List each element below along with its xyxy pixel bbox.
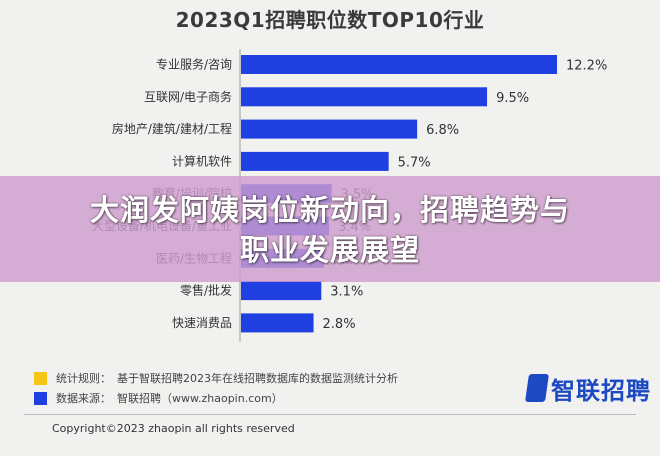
- overlay-line-1: 大润发阿姨岗位新动向，招聘趋势与: [89, 193, 570, 227]
- bar: [241, 55, 557, 74]
- category-label: 快速消费品: [172, 316, 232, 330]
- rule-swatch: [34, 371, 47, 385]
- overlay-line-2: 职业发展展望: [239, 233, 420, 267]
- category-label: 专业服务/咨询: [156, 57, 232, 72]
- note-source: 数据来源： 智联招聘（www.zhaopin.com）: [34, 388, 398, 408]
- title-overlay-band: [0, 176, 660, 282]
- bar-value-label: 12.2%: [566, 59, 607, 74]
- bar-value-label: 3.1%: [330, 285, 363, 300]
- brand-mark-icon: [525, 374, 549, 402]
- bar-value-label: 2.8%: [323, 317, 356, 332]
- brand-logo: 智联招聘: [525, 370, 651, 406]
- category-label: 房地产/建筑/建材/工程: [112, 121, 232, 136]
- brand-name: 智联招聘: [551, 376, 651, 405]
- source-swatch: [34, 391, 47, 405]
- category-label: 互联网/电子商务: [144, 89, 232, 104]
- bar-value-label: 9.5%: [496, 91, 529, 106]
- bar-value-label: 6.8%: [426, 123, 459, 138]
- chart-title: 2023Q1招聘职位数TOP10行业: [175, 8, 485, 32]
- bar: [241, 151, 389, 171]
- rule-label: 统计规则：: [56, 372, 111, 385]
- bar: [241, 87, 488, 107]
- category-label: 零售/批发: [180, 283, 232, 298]
- source-text: 智联招聘（www.zhaopin.com）: [117, 392, 283, 405]
- category-label: 计算机软件: [172, 153, 232, 168]
- source-label: 数据来源：: [56, 392, 111, 405]
- footer-divider: [24, 414, 636, 415]
- bar: [241, 281, 322, 301]
- copyright: Copyright©2023 zhaopin all rights reserv…: [52, 422, 295, 435]
- bar: [241, 119, 418, 139]
- overlay-headline: 大润发阿姨岗位新动向，招聘趋势与 职业发展展望: [30, 190, 630, 270]
- chart-notes: 统计规则： 基于智联招聘2023年在线招聘数据库的数据监测统计分析 数据来源： …: [34, 368, 398, 408]
- bar: [241, 313, 314, 333]
- bar-value-label: 5.7%: [398, 155, 431, 170]
- rule-text: 基于智联招聘2023年在线招聘数据库的数据监测统计分析: [117, 372, 398, 385]
- note-rule: 统计规则： 基于智联招聘2023年在线招聘数据库的数据监测统计分析: [34, 368, 398, 388]
